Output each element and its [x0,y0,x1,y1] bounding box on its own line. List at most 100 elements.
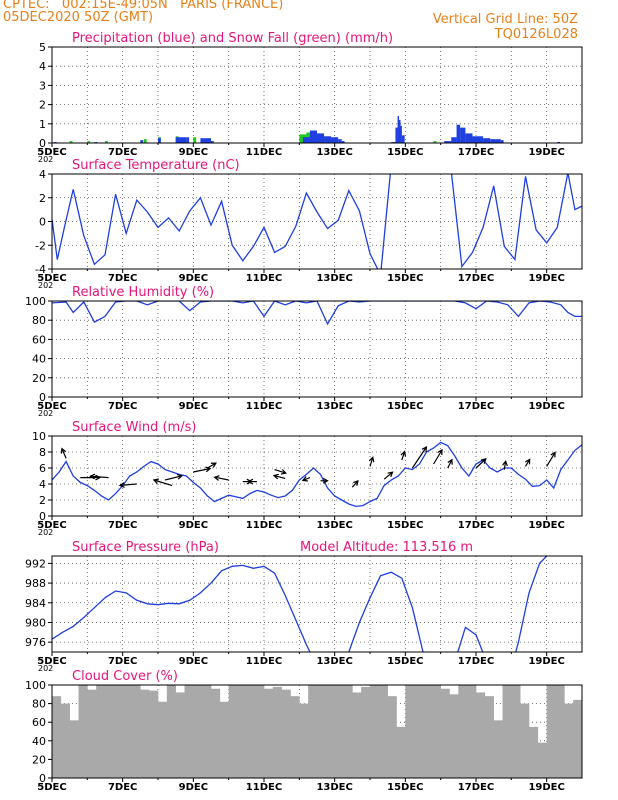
header-model-code: TQ0126L028 [494,27,578,42]
cloud-bar [458,685,468,778]
header-run-time: 05DEC2020 50Z (GMT) [3,10,154,25]
cloud-bar [78,685,88,778]
cloud-bar [140,689,150,778]
wind-arrow-head [387,471,394,478]
x-tick-label: 13DEC [316,401,352,412]
wind-arrow-head [60,447,67,454]
y-tick-label: 988 [25,577,46,590]
snow-bar [143,139,147,143]
series-group [52,441,582,508]
wind-arrow-shaft [207,462,217,469]
snow-bar [69,141,73,143]
y-tick-label: 60 [32,716,46,729]
series-line [52,441,582,508]
wind-arrow-shaft [524,459,531,467]
cloud-bar [431,685,441,778]
panel-0: 0 1 2 3 4 5 5DEC 7DEC 9DEC 11DEC 13DEC 15DEC 17DEC 19… [37,31,583,164]
cloud-bar [476,692,486,778]
y-tick-label: 0 [39,216,46,229]
x-tick-label: 5DEC [37,656,66,667]
x-tick-label: 11DEC [246,782,282,793]
wind-arrow-shaft [61,448,67,459]
panel-frame [51,684,583,779]
cloud-bar [370,685,380,778]
x-tick-label: 15DEC [387,782,423,793]
cloud-bar [546,685,556,778]
wind-arrow-shaft [302,477,311,481]
cloud-bar [193,685,203,778]
x-tick-label: 19DEC [528,147,564,158]
precip-bar [211,141,214,143]
x-tick-label: 15DEC [387,520,423,531]
x-tick-label: 17DEC [458,273,494,284]
y-tick-label: 8 [39,446,46,459]
precip-bar [158,138,161,143]
x-tick-label: 15DEC [387,656,423,667]
x-tick-label: 5DEC [37,401,66,412]
x-tick-label: 9DEC [179,401,208,412]
wind-arrow-head [525,458,531,465]
precip-bar [324,136,332,143]
cloud-bar [246,685,256,778]
series-line [52,174,582,269]
panel-frame [51,435,583,517]
wind-arrow-head [437,448,443,456]
cloud-bar [237,685,247,778]
y-tick-label: 100 [25,295,46,308]
precip-bar [341,141,345,143]
cloud-bar [211,688,221,778]
wind-arrow-shaft [369,457,374,467]
x-tick-label: 7DEC [108,147,137,158]
x-tick-label: 13DEC [316,147,352,158]
precip-bar [186,137,190,143]
wind-arrow-shaft [273,475,286,479]
y-tick-label: -2 [35,239,46,252]
precip-bar [398,119,401,143]
cloud-bar [440,688,450,778]
x-tick-label: 13DEC [316,520,352,531]
cloud-bar [255,685,265,778]
wind-arrow-head [152,478,159,485]
year-stub-label: 202 [38,281,53,290]
cloud-bar [166,685,176,778]
precip-bar [140,140,144,143]
precip-bar [200,138,211,143]
y-tick-label: 40 [32,735,46,748]
cloud-bar [149,690,159,778]
wind-arrow-head [368,456,375,463]
cloud-bar [290,696,300,778]
x-tick-label: 17DEC [458,520,494,531]
year-stub-label: 202 [38,155,53,164]
precip-bar [456,124,461,143]
year-stub-label: 202 [38,409,53,418]
x-tick-label: 11DEC [246,656,282,667]
wind-arrow-shaft [90,475,109,479]
cloud-bar [69,720,79,778]
snow-bar [87,141,91,143]
y-tick-label: 4 [39,478,46,491]
wind-arrow-head [322,477,329,484]
x-tick-label: 17DEC [458,401,494,412]
wind-arrow-head [213,475,220,481]
x-tick-label: 19DEC [528,401,564,412]
panel-frame [51,46,583,144]
cloud-bar [175,692,185,778]
cloud-bar [52,696,62,778]
x-tick-label: 7DEC [108,273,137,284]
panel-title: Surface Temperature (nC) [72,158,240,173]
x-tick-label: 17DEC [458,782,494,793]
wind-arrow-shaft [433,449,443,465]
cloud-bar [96,685,106,778]
precip-bar [460,127,466,143]
x-tick-label: 9DEC [179,520,208,531]
series-group [52,556,548,652]
precip-bar [397,116,400,143]
x-tick-label: 5DEC [37,782,66,793]
precip-bar [401,135,405,143]
cloud-bar [564,703,574,778]
y-tick-label: 20 [32,372,46,385]
cloud-bar [529,726,539,778]
y-tick-label: 4 [39,60,46,73]
wind-arrow-shaft [503,461,507,470]
x-tick-label: 9DEC [179,656,208,667]
